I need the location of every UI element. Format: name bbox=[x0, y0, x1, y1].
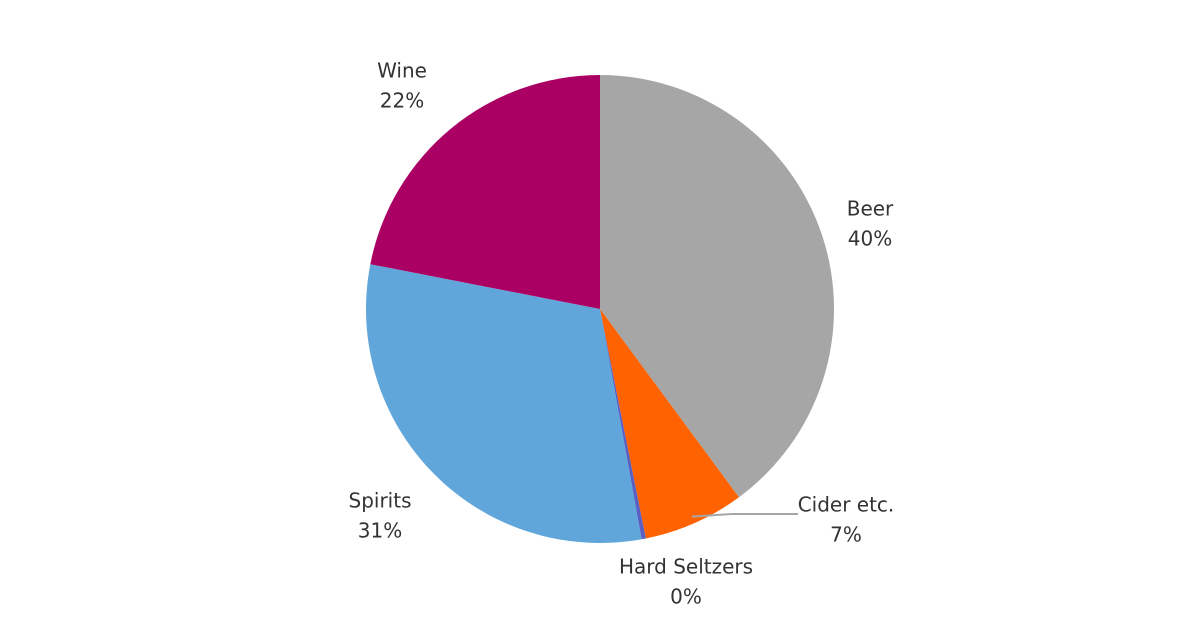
pie-slice bbox=[600, 75, 834, 498]
slice-label: Beer bbox=[847, 197, 894, 221]
slice-value-label: 7% bbox=[830, 523, 862, 547]
pie-slice bbox=[600, 309, 646, 540]
pie-slice bbox=[370, 75, 600, 309]
slice-value-label: 31% bbox=[358, 519, 402, 543]
slice-label: Hard Seltzers bbox=[619, 555, 753, 579]
slice-value-label: 0% bbox=[670, 585, 702, 609]
slice-label: Wine bbox=[377, 59, 427, 83]
slice-label: Cider etc. bbox=[798, 493, 895, 517]
slice-value-label: 22% bbox=[380, 89, 424, 113]
slice-value-label: 40% bbox=[848, 227, 892, 251]
leader-line bbox=[691, 513, 798, 518]
pie-slice bbox=[365, 264, 642, 543]
pie-slice bbox=[600, 309, 739, 539]
slice-label: Spirits bbox=[349, 489, 412, 513]
